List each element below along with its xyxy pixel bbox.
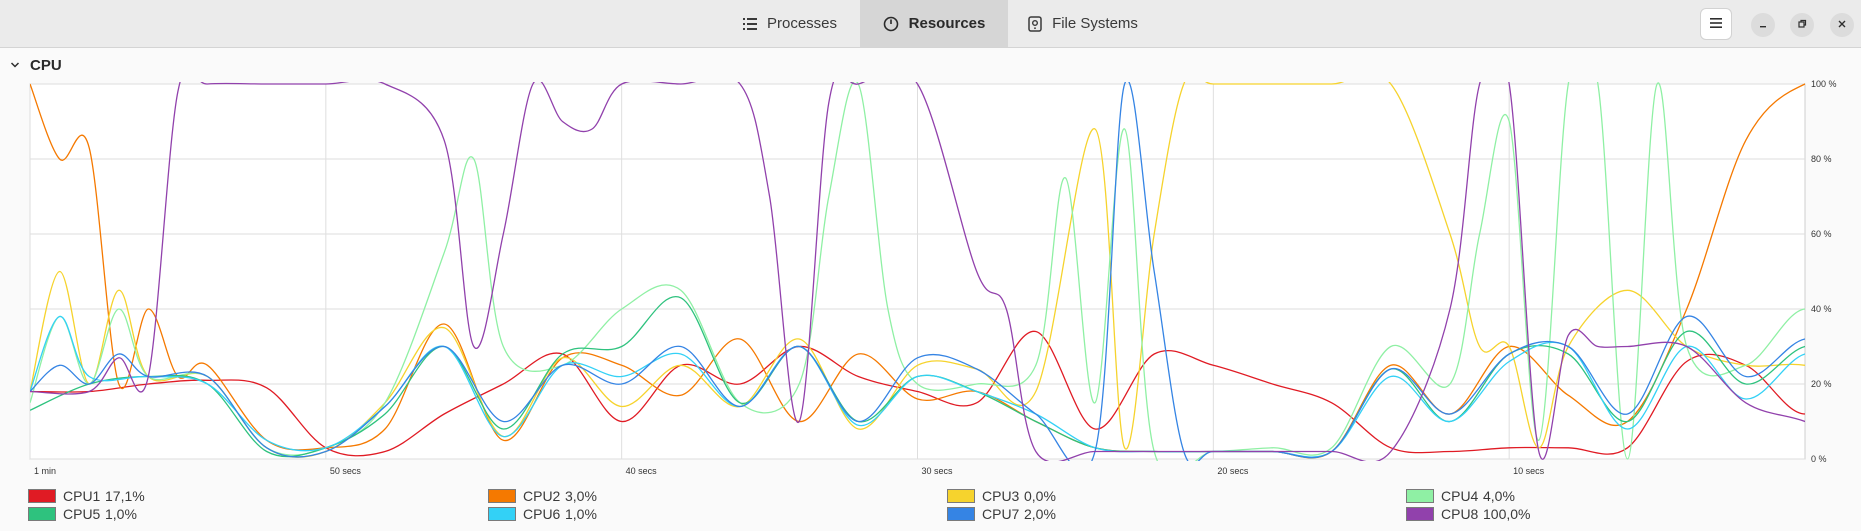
legend-color-swatch[interactable] <box>28 507 56 521</box>
legend-cpu-usage: 1,0% <box>105 506 137 522</box>
chevron-down-icon <box>10 57 20 74</box>
legend-cpu-usage: 0,0% <box>1024 488 1056 504</box>
list-icon <box>742 17 757 31</box>
legend-color-swatch[interactable] <box>947 489 975 503</box>
legend-item-cpu6: CPU6 1,0% <box>488 505 597 523</box>
legend-color-swatch[interactable] <box>488 507 516 521</box>
series-line-cpu8 <box>30 82 1805 461</box>
legend-color-swatch[interactable] <box>947 507 975 521</box>
cpu-history-chart: 100 % 80 % 60 % 40 % 20 % 0 % 1 min 50 secs 40 s… <box>29 80 1837 476</box>
minimize-icon <box>1758 16 1768 34</box>
y-tick-label: 80 % <box>1811 154 1832 164</box>
legend-cpu-usage: 17,1% <box>105 488 145 504</box>
gauge-icon <box>883 16 899 32</box>
x-tick-label: 10 secs <box>1513 466 1545 476</box>
tab-file-systems-label: File Systems <box>1052 15 1138 32</box>
close-button[interactable] <box>1830 13 1854 37</box>
legend-color-swatch[interactable] <box>1406 507 1434 521</box>
legend-item-cpu1: CPU1 17,1% <box>28 487 145 505</box>
legend-cpu-name: CPU3 <box>982 488 1020 504</box>
legend-cpu-name: CPU2 <box>523 488 561 504</box>
tab-resources[interactable]: Resources <box>860 0 1008 47</box>
hamburger-menu-icon <box>1710 15 1722 33</box>
legend-item-cpu5: CPU5 1,0% <box>28 505 137 523</box>
series-line-cpu1 <box>30 330 1805 457</box>
legend-cpu-usage: 1,0% <box>565 506 597 522</box>
legend-cpu-name: CPU4 <box>1441 488 1479 504</box>
x-tick-label: 30 secs <box>922 466 954 476</box>
legend-item-cpu3: CPU3 0,0% <box>947 487 1056 505</box>
y-tick-label: 20 % <box>1811 379 1832 389</box>
legend-cpu-usage: 3,0% <box>565 488 597 504</box>
legend-color-swatch[interactable] <box>28 489 56 503</box>
series-line-cpu4 <box>30 82 1805 461</box>
y-tick-label: 40 % <box>1811 304 1832 314</box>
series-line-cpu7 <box>30 82 1805 461</box>
legend-cpu-name: CPU1 <box>63 488 101 504</box>
legend-cpu-usage: 100,0% <box>1483 506 1531 522</box>
x-tick-label: 20 secs <box>1217 466 1249 476</box>
section-title: CPU <box>30 56 62 74</box>
tab-processes-label: Processes <box>766 15 838 32</box>
legend-item-cpu4: CPU4 4,0% <box>1406 487 1515 505</box>
legend-color-swatch[interactable] <box>488 489 516 503</box>
legend-cpu-usage: 4,0% <box>1483 488 1515 504</box>
main-menu-button[interactable] <box>1700 8 1732 40</box>
series-line-cpu3 <box>30 82 1805 458</box>
restore-icon <box>1797 16 1807 34</box>
x-tick-label: 50 secs <box>330 466 362 476</box>
legend-item-cpu2: CPU2 3,0% <box>488 487 597 505</box>
legend-color-swatch[interactable] <box>1406 489 1434 503</box>
cpu-section-header[interactable]: CPU <box>10 56 62 74</box>
tab-resources-label: Resources <box>908 15 986 32</box>
minimize-button[interactable] <box>1751 13 1775 37</box>
maximize-button[interactable] <box>1790 13 1814 37</box>
legend-item-cpu8: CPU8 100,0% <box>1406 505 1530 523</box>
legend-item-cpu7: CPU7 2,0% <box>947 505 1056 523</box>
series-group <box>30 82 1805 461</box>
header-bar: Processes Resources File Systems <box>0 0 1861 48</box>
legend-cpu-name: CPU7 <box>982 506 1020 522</box>
x-tick-label: 1 min <box>34 466 56 476</box>
legend-cpu-name: CPU5 <box>63 506 101 522</box>
y-tick-label: 0 % <box>1811 454 1827 464</box>
disk-icon <box>1028 15 1042 32</box>
tab-file-systems[interactable]: File Systems <box>1008 0 1158 47</box>
legend-cpu-name: CPU8 <box>1441 506 1479 522</box>
legend-cpu-name: CPU6 <box>523 506 561 522</box>
y-tick-label: 60 % <box>1811 229 1832 239</box>
close-icon <box>1837 16 1847 34</box>
x-tick-label: 40 secs <box>626 466 658 476</box>
y-tick-label: 100 % <box>1811 80 1837 89</box>
legend-cpu-usage: 2,0% <box>1024 506 1056 522</box>
cpu-legend: CPU1 17,1% CPU2 3,0% CPU3 0,0% CPU4 4,0% CPU5 1,0… <box>28 487 1548 525</box>
tab-processes[interactable]: Processes <box>720 0 860 47</box>
